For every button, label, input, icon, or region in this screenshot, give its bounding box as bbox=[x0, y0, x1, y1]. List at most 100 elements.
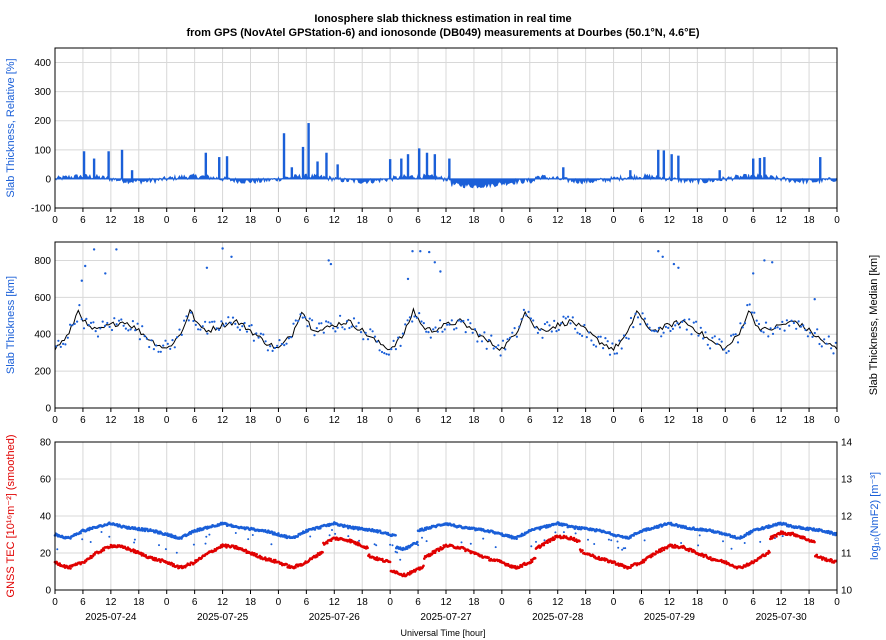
nmf2-point bbox=[198, 529, 201, 532]
slab-point bbox=[399, 344, 402, 347]
x-tick-label: 18 bbox=[357, 597, 369, 608]
slab-point bbox=[453, 328, 456, 331]
slab-point bbox=[750, 311, 754, 314]
tec-point bbox=[689, 547, 693, 551]
slab-point bbox=[825, 342, 828, 345]
tec-point bbox=[720, 558, 723, 562]
relative-spike bbox=[92, 158, 96, 179]
slab-point bbox=[441, 330, 444, 333]
slab-point bbox=[478, 333, 481, 336]
slab-point bbox=[234, 322, 237, 325]
nmf2-scatter bbox=[158, 544, 160, 547]
slab-outlier bbox=[221, 247, 224, 250]
slab-point bbox=[464, 331, 467, 334]
slab-point bbox=[460, 320, 463, 323]
slab-point bbox=[176, 336, 179, 339]
tec-point bbox=[642, 560, 646, 564]
x-tick-label: 18 bbox=[245, 415, 257, 426]
tec-point bbox=[102, 548, 106, 552]
x-tick-label: 0 bbox=[723, 215, 729, 226]
slab-outlier bbox=[439, 270, 442, 273]
relative-spike bbox=[718, 170, 721, 179]
slab-point bbox=[655, 330, 658, 333]
slab-point bbox=[620, 347, 623, 350]
slab-point bbox=[336, 326, 339, 329]
slab-point bbox=[734, 333, 737, 336]
nmf2-point bbox=[394, 534, 397, 537]
x-tick-label: 12 bbox=[552, 215, 564, 226]
slab-point bbox=[664, 325, 668, 328]
x-tick-label: 12 bbox=[105, 415, 117, 426]
x-tick-label: 18 bbox=[692, 597, 704, 608]
x-tick-label: 12 bbox=[217, 597, 229, 608]
tec-point bbox=[433, 551, 437, 554]
tec-point bbox=[188, 563, 192, 567]
slab-point bbox=[55, 345, 58, 348]
slab-point bbox=[599, 335, 602, 338]
tec-point bbox=[813, 540, 816, 544]
slab-point bbox=[231, 316, 235, 319]
nmf2-scatter bbox=[328, 534, 331, 537]
slab-point bbox=[483, 331, 486, 334]
slab-point bbox=[96, 335, 100, 338]
relative-spike bbox=[301, 146, 305, 179]
slab-point bbox=[183, 319, 186, 322]
x-tick-label: 12 bbox=[552, 597, 564, 608]
slab-point bbox=[415, 316, 418, 319]
slab-point bbox=[595, 345, 598, 348]
slab-point bbox=[760, 330, 763, 333]
tec-point bbox=[830, 558, 833, 562]
slab-point bbox=[159, 350, 162, 353]
slab-point bbox=[736, 341, 740, 344]
nmf2-scatter bbox=[331, 529, 333, 531]
nmf2-scatter bbox=[399, 558, 402, 561]
x-tick-label: 12 bbox=[217, 415, 229, 426]
slab-point bbox=[187, 319, 190, 322]
slab-point bbox=[313, 334, 316, 337]
slab-outlier bbox=[84, 264, 87, 268]
slab-point bbox=[108, 325, 111, 328]
slab-point bbox=[299, 313, 302, 316]
slab-point bbox=[769, 327, 772, 330]
slab-point bbox=[359, 331, 363, 334]
slab-point bbox=[827, 335, 830, 338]
relative-spike bbox=[562, 167, 565, 179]
slab-point bbox=[806, 335, 810, 338]
slab-point bbox=[709, 347, 712, 350]
slab-point bbox=[650, 329, 654, 332]
slab-point bbox=[783, 329, 786, 332]
slab-point bbox=[476, 340, 479, 343]
slab-point bbox=[622, 334, 626, 337]
slab-outlier bbox=[419, 250, 422, 253]
tec-point bbox=[662, 548, 666, 552]
date-label: 2025-07-25 bbox=[197, 612, 249, 623]
slab-point bbox=[627, 337, 630, 340]
nmf2-scatter bbox=[543, 539, 546, 542]
tec-point bbox=[513, 564, 517, 568]
slab-outlier bbox=[672, 262, 676, 266]
slab-point bbox=[515, 335, 519, 338]
relative-spike bbox=[225, 156, 229, 179]
slab-point bbox=[618, 339, 621, 342]
x-tick-label: 0 bbox=[723, 415, 729, 426]
slab-point bbox=[571, 316, 574, 319]
nmf2-point bbox=[313, 528, 317, 531]
nmf2-scatter bbox=[164, 548, 167, 551]
x-tick-label: 0 bbox=[387, 415, 393, 426]
x-tick-label: 18 bbox=[133, 597, 145, 608]
slab-point bbox=[252, 339, 255, 342]
x-tick-label: 18 bbox=[357, 415, 369, 426]
y-tick-label: 400 bbox=[34, 330, 51, 341]
slab-point bbox=[748, 303, 751, 306]
slab-point bbox=[494, 346, 498, 349]
nmf2-point bbox=[270, 530, 274, 534]
y-axis-label-right: Slab Thickness, Median [km] bbox=[868, 255, 880, 395]
slab-point bbox=[408, 316, 411, 319]
slab-point bbox=[764, 321, 768, 324]
slab-point bbox=[527, 310, 530, 313]
slab-point bbox=[543, 322, 547, 326]
slab-point bbox=[562, 315, 565, 318]
nmf2-scatter bbox=[622, 547, 625, 550]
y-tick-label: 800 bbox=[34, 256, 51, 267]
